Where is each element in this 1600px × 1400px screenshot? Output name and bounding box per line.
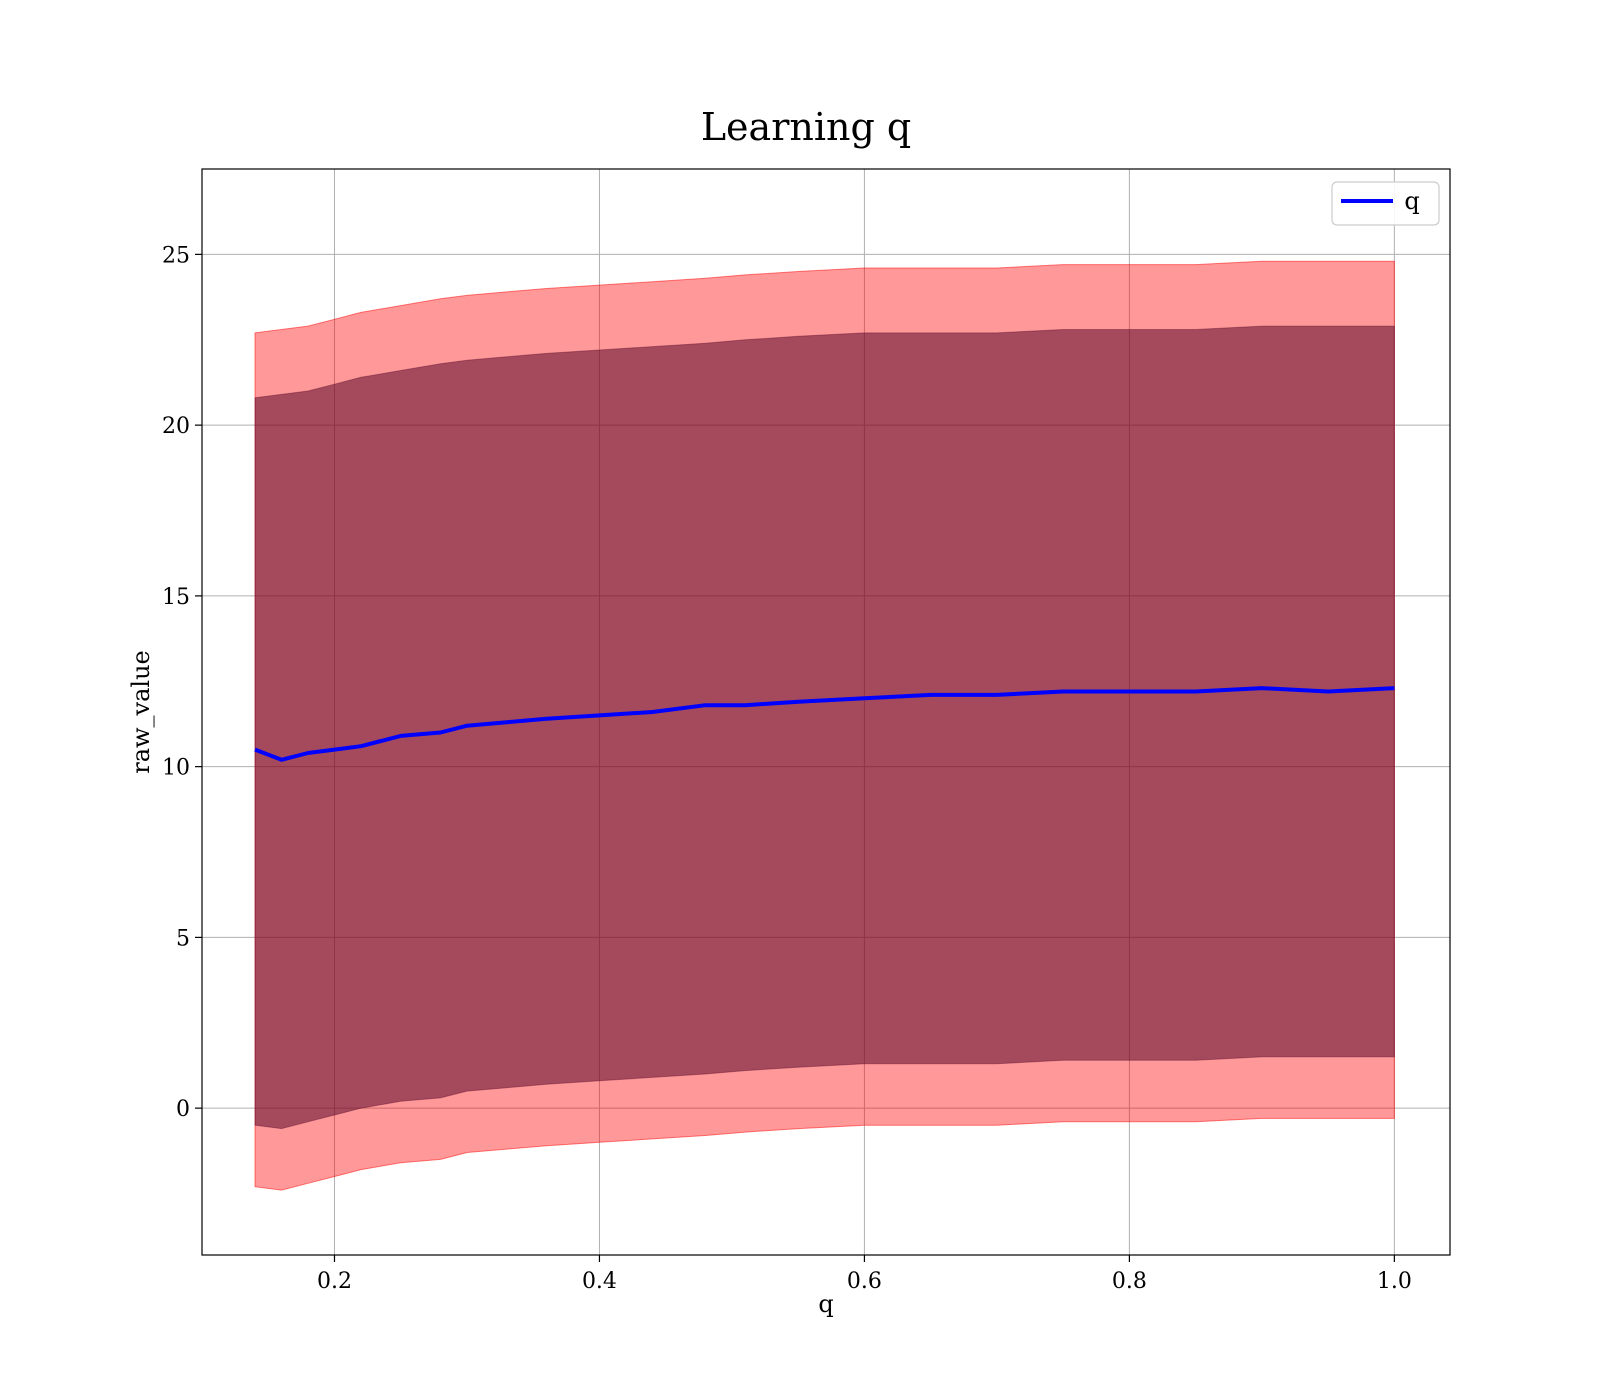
series-line-q — [254, 686, 1395, 762]
x-tick-label: 0.4 — [582, 1269, 617, 1294]
x-tick-label: 0.8 — [1112, 1269, 1147, 1294]
chart-title: Learning q — [701, 105, 911, 149]
y-tick-label: 10 — [162, 756, 190, 781]
y-axis-label: raw_value — [127, 650, 155, 774]
legend: q — [1331, 181, 1440, 226]
plot-area — [201, 168, 1451, 1256]
y-tick-label: 15 — [162, 585, 190, 610]
axes-frame — [201, 168, 1451, 1256]
legend-label-q: q — [1404, 187, 1419, 215]
x-tick-label: 0.2 — [317, 1269, 352, 1294]
inner-confidence-band — [254, 325, 1395, 1130]
x-axis-label: q — [818, 1290, 833, 1318]
x-ticks: 0.2 0.4 0.6 0.8 1.0 — [317, 1255, 1412, 1294]
bands — [254, 260, 1395, 1191]
y-tick-label: 5 — [176, 926, 190, 951]
y-tick-label: 0 — [176, 1097, 190, 1122]
y-ticks: 0 5 10 15 20 25 — [162, 243, 202, 1122]
y-tick-label: 20 — [162, 414, 190, 439]
y-tick-label: 25 — [162, 243, 190, 268]
legend-box — [1331, 181, 1440, 226]
x-tick-label: 1.0 — [1377, 1269, 1412, 1294]
lines — [254, 686, 1395, 762]
x-tick-label: 0.6 — [847, 1269, 882, 1294]
